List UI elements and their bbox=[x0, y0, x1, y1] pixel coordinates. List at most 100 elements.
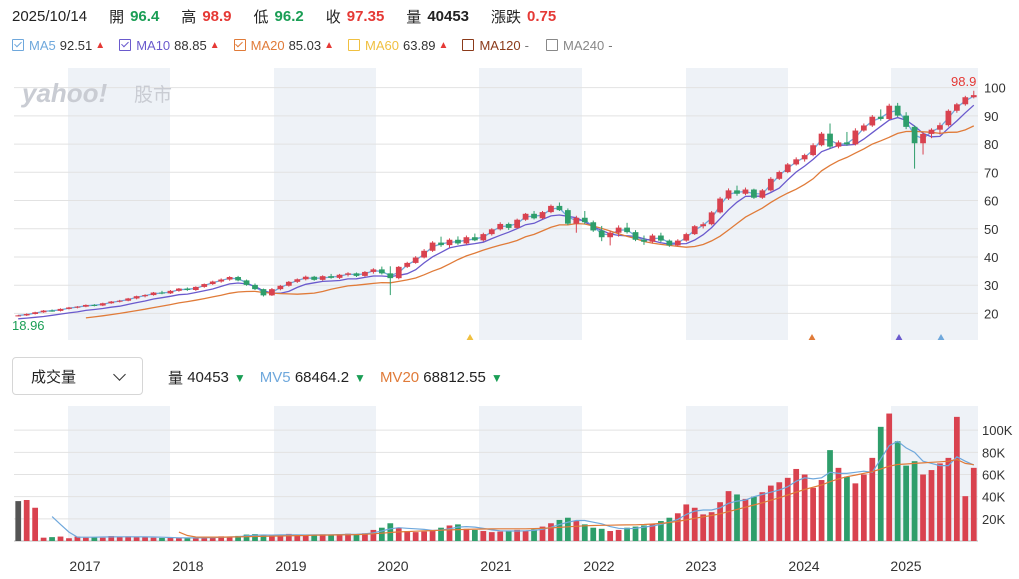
volume-bar bbox=[903, 465, 909, 541]
volume-bar bbox=[683, 504, 690, 541]
volume-bar bbox=[32, 507, 39, 541]
volume-bar bbox=[438, 527, 444, 541]
candle bbox=[404, 261, 411, 268]
candle bbox=[150, 291, 157, 296]
checkbox-icon[interactable] bbox=[546, 39, 558, 51]
event-marker-icon bbox=[895, 334, 903, 340]
candle bbox=[641, 235, 647, 245]
candle bbox=[801, 153, 808, 162]
logo-suffix: 股市 bbox=[134, 84, 172, 106]
candle bbox=[844, 131, 850, 146]
volume-bar bbox=[911, 461, 918, 541]
max-price-label: 98.9 bbox=[951, 74, 976, 89]
volume-bar bbox=[446, 525, 453, 541]
volume-bar bbox=[159, 537, 165, 541]
y-tick-label: 40 bbox=[984, 250, 998, 265]
ma-line bbox=[85, 125, 975, 319]
candle bbox=[725, 188, 732, 200]
volume-bar bbox=[573, 521, 580, 541]
checkbox-icon[interactable] bbox=[462, 39, 475, 51]
ma20-toggle[interactable]: MA20 85.03 ▲ bbox=[233, 37, 334, 53]
y-tick-label: 40K bbox=[982, 490, 1005, 505]
candle bbox=[421, 249, 427, 259]
candle bbox=[260, 288, 267, 297]
volume-bar bbox=[40, 537, 47, 541]
volume-chart[interactable]: 100K 80K 60K 40K 20K 2017 2018 2019 2020 2021 202… bbox=[0, 406, 1019, 579]
price-chart[interactable]: yahoo! 股市 100 90 80 70 60 50 40 30 20 98.9 18.96 bbox=[0, 68, 1019, 340]
candle bbox=[446, 238, 453, 248]
candle bbox=[615, 225, 622, 237]
volume-bar bbox=[598, 528, 605, 541]
checkbox-icon[interactable] bbox=[119, 39, 132, 51]
volume-bar bbox=[531, 529, 537, 541]
candle bbox=[277, 284, 284, 291]
indicator-dropdown[interactable]: 成交量 bbox=[12, 357, 143, 395]
candle bbox=[395, 266, 402, 280]
ma-name: MA20 bbox=[250, 37, 285, 53]
yahoo-logo: yahoo! 股市 bbox=[20, 78, 172, 108]
x-tick-label: 2022 bbox=[583, 558, 614, 574]
candle bbox=[209, 280, 216, 285]
candle bbox=[548, 204, 554, 214]
event-marker-icon bbox=[466, 334, 474, 340]
candle bbox=[235, 275, 241, 282]
x-tick-label: 2019 bbox=[275, 558, 306, 574]
volume-bar bbox=[83, 537, 89, 541]
low-label: 低 bbox=[253, 8, 269, 26]
candle bbox=[514, 218, 521, 229]
candle bbox=[362, 271, 368, 277]
ma120-toggle[interactable]: MA120 - bbox=[462, 38, 532, 53]
volume-bar bbox=[319, 534, 326, 541]
candle bbox=[184, 287, 191, 291]
volume-bar bbox=[421, 531, 427, 541]
y-tick-label: 30 bbox=[984, 278, 998, 293]
volume-bar bbox=[480, 531, 487, 541]
volume-bar bbox=[362, 533, 368, 541]
dropdown-label: 成交量 bbox=[31, 368, 77, 386]
candle bbox=[226, 276, 233, 281]
candle bbox=[810, 143, 816, 157]
mv5-label: MV5 bbox=[259, 369, 291, 386]
candle bbox=[218, 278, 225, 283]
candle bbox=[387, 266, 394, 296]
candle bbox=[590, 220, 597, 232]
ma10-toggle[interactable]: MA10 88.85 ▲ bbox=[119, 38, 220, 53]
volume-bar bbox=[243, 534, 250, 541]
volume-bar bbox=[860, 474, 867, 541]
volume-bar bbox=[277, 534, 284, 541]
checkbox-icon[interactable] bbox=[233, 39, 246, 51]
candle bbox=[581, 210, 588, 225]
ma-legend: MA5 92.51 ▲ MA10 88.85 ▲ MA20 85.03 ▲ MA… bbox=[12, 36, 630, 54]
volume-bar bbox=[852, 483, 859, 541]
ma5-toggle[interactable]: MA5 92.51 ▲ bbox=[12, 38, 105, 53]
volume-bar bbox=[235, 535, 241, 541]
candle bbox=[700, 222, 707, 229]
candle bbox=[353, 272, 360, 278]
year-bands bbox=[68, 68, 978, 340]
checkbox-icon[interactable] bbox=[12, 39, 24, 51]
checkbox-icon[interactable] bbox=[348, 39, 361, 51]
volume-bar bbox=[395, 527, 402, 541]
ma60-toggle[interactable]: MA60 63.89 ▲ bbox=[348, 38, 448, 53]
y-tick-label: 70 bbox=[984, 165, 998, 180]
y-tick-label: 80 bbox=[984, 137, 998, 152]
candle bbox=[531, 210, 537, 220]
ma240-toggle[interactable]: MA240 - bbox=[546, 38, 616, 53]
volume-bar bbox=[827, 450, 833, 541]
volume-bar bbox=[962, 496, 969, 541]
candlesticks bbox=[15, 90, 977, 317]
candle bbox=[99, 302, 106, 307]
candle bbox=[108, 301, 115, 304]
volume-bar bbox=[497, 531, 504, 541]
volume-bar bbox=[108, 536, 115, 541]
volume-bar bbox=[632, 526, 639, 541]
volume-bar bbox=[810, 487, 816, 541]
candle bbox=[734, 185, 740, 196]
volume-bar bbox=[700, 514, 707, 541]
candle bbox=[497, 222, 504, 231]
candle bbox=[658, 232, 664, 243]
candle bbox=[886, 103, 893, 121]
candle bbox=[116, 299, 123, 303]
candle bbox=[903, 112, 909, 130]
year-band bbox=[686, 68, 788, 340]
